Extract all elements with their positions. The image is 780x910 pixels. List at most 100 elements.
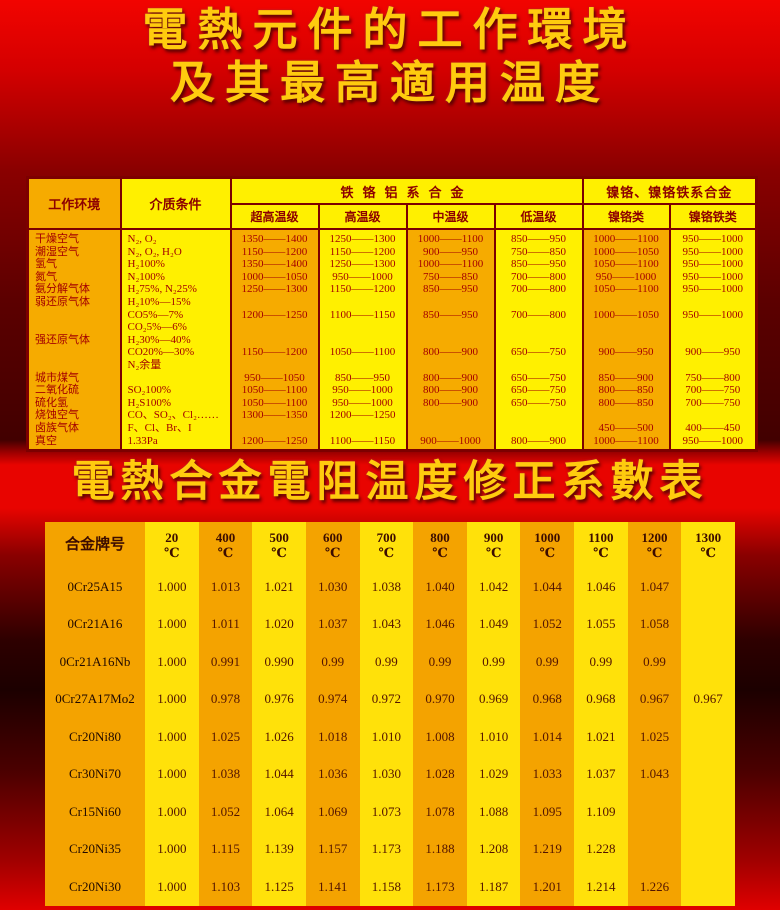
text-line [29,321,120,334]
text-line: SO₂100% [127,384,172,397]
table-cell: 1.109 [574,793,628,831]
text-line [584,296,669,309]
text-line: 1150——1200 [329,283,396,296]
table-cell: 1.033 [520,755,575,793]
text-line [584,359,669,372]
text-line [584,334,669,347]
table-cell: 1.013 [198,568,253,606]
t1-subheader-ultra-high: 超高温级 [229,203,320,230]
table-cell: 1.046 [413,605,467,643]
text-line: 900 ℃ [466,522,521,568]
t1-header-environment: 工作环境 [26,176,122,230]
table-cell: 1.030 [305,568,360,606]
table-cell: 1.021 [574,718,628,756]
text-line: 850——950 [511,258,566,271]
t1-col-environment: 干燥空气 潮湿空气 氢气 氮气 氨分解气体 弱还原气体 强还原气体 城市煤气 二氧化硫 硫化氢 烧蚀… [26,228,122,452]
text-line: 800——850 [598,384,654,397]
correction-coefficient-table: 合金牌号 20 ℃ 400 ℃ 500 ℃ 600 ℃ 700 ℃ 800 ℃ 900 ℃ 10… [45,522,735,906]
text-line: 850——950 [423,308,478,321]
table-cell: 1.095 [520,793,575,831]
text-line: 400——450 [685,421,741,434]
text-line [320,422,406,435]
text-line: 650——750 [511,346,566,359]
text-line: 950——1000 [332,384,393,397]
table-cell [681,568,735,606]
text-line: 1250——1300 [329,233,396,245]
text-line: H₂100% [127,258,165,271]
text-line: 1100——1150 [329,308,396,321]
table-cell: 1.000 [145,568,199,606]
text-line: 800——900 [423,396,478,409]
table-row: Cr20Ni80 1.000 1.025 1.026 1.018 1.010 1.008 1.… [45,718,735,756]
t1-col-medium: 1000——1100 900——950 1000——1100 750——850 850—… [405,228,496,452]
table-cell: 1.000 [145,868,199,906]
text-line: CO、SO₂、Cl₂…… [127,409,219,422]
text-line: 700——800 [511,308,566,321]
text-line [408,409,494,422]
text-line [496,409,582,422]
text-line: CO20%—30% [127,346,195,359]
table-cell: 0.99 [466,643,521,681]
text-line: 700 ℃ [359,522,414,568]
page-title: 電熱元件的工作環境 及其最高適用温度 [0,4,780,110]
t1-col-media: N₂, O₂ N₂, O₂, H₂O H₂100% N₂100% H₂75%, N₂25… [119,228,232,452]
table-cell [681,830,735,868]
text-line [408,296,494,309]
table-cell: 1.042 [466,568,521,606]
table-cell [681,793,735,831]
text-line: 750——850 [511,245,566,258]
text-line: 1000——1050 [593,308,660,321]
text-line: N₂100% [127,270,165,283]
table-cell: 0Cr21A16 [45,605,145,643]
table-cell: 1.052 [198,793,253,831]
text-line [232,334,318,347]
text-line: 1300——1350 [241,409,308,422]
text-line: 1200——1250 [329,409,396,422]
table-cell [681,718,735,756]
table-cell: 1.044 [252,755,306,793]
table-cell: 0.970 [413,680,467,718]
table-cell: 1.037 [574,755,628,793]
table-cell: 1.047 [627,568,682,606]
table-row: Cr30Ni70 1.000 1.038 1.044 1.036 1.030 1.028 1.… [45,755,735,793]
table-cell: 1.046 [574,568,628,606]
text-line: F、Cl、Br、I [127,421,192,434]
table-cell [681,868,735,906]
text-line: 1150——1200 [241,245,308,258]
table-cell: 0.968 [574,680,628,718]
text-line [408,321,494,334]
table-cell: 1.000 [145,830,199,868]
t1-subheader-low: 低温级 [493,203,584,230]
text-line: 400 ℃ [198,522,253,568]
text-line: H₂75%, N₂25% [127,283,197,296]
table-cell: 1.064 [252,793,306,831]
text-line: H₂S100% [127,396,172,409]
t1-col-high: 1250——1300 1150——1200 1250——1300 950——1000 1… [317,228,408,452]
table-cell: Cr20Ni35 [45,830,145,868]
text-line: 1050——1100 [593,258,659,271]
text-line: 850——950 [335,371,390,384]
table-cell: 1.000 [145,718,199,756]
table-row: 0Cr21A16 1.000 1.011 1.020 1.037 1.043 1.046 1.… [45,605,735,643]
text-line [496,334,582,347]
text-line: 1250——1300 [329,258,396,271]
text-line [671,296,756,309]
table-cell: 0.967 [627,680,682,718]
table-cell: 1.026 [252,718,306,756]
table-cell: Cr30Ni70 [45,755,145,793]
table-cell: 1.040 [413,568,467,606]
table-cell: 1.208 [466,830,521,868]
text-line: 1050——1100 [241,384,308,397]
table-cell: 0.99 [520,643,575,681]
table-cell [681,755,735,793]
table-row: Cr15Ni60 1.000 1.052 1.064 1.069 1.073 1.078 1.… [45,793,735,831]
text-line: H₂10%—15% [127,295,191,308]
text-line: 950——1000 [682,283,744,296]
table-row: 0Cr25A15 1.000 1.013 1.021 1.030 1.038 1.040 1.… [45,568,735,606]
text-line: H₂30%—40% [127,333,191,346]
text-line: 1050——1100 [241,396,308,409]
table-cell: 1.141 [305,868,360,906]
table-cell: 1.125 [252,868,306,906]
text-line: 1200——1250 [241,308,308,321]
text-line: 卤族气体 [35,421,79,434]
